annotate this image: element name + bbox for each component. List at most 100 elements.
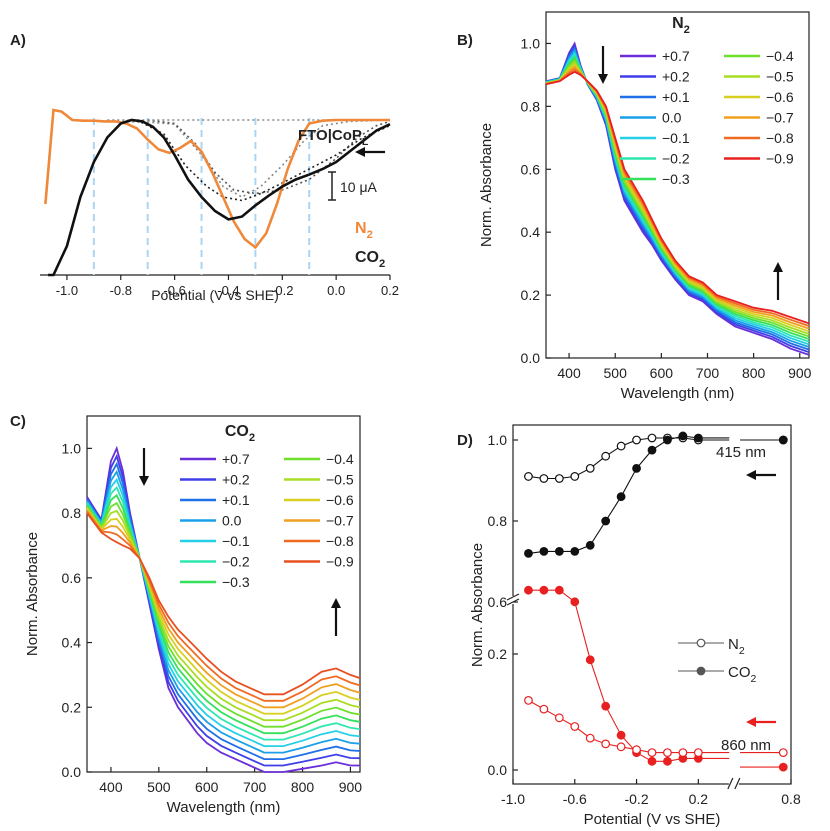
legend-label: 0.0: [662, 110, 682, 126]
panel-d-point: [570, 546, 580, 556]
x-tick-label: 800: [291, 779, 315, 795]
legend-label: +0.1: [222, 492, 250, 508]
y-tick-label: 0.6: [62, 570, 82, 586]
panel-a-tick-label: -1.0: [56, 283, 78, 298]
x-tick-label: 500: [604, 365, 628, 381]
panel-d-line-1: [528, 435, 699, 554]
panel-d-point: [539, 704, 549, 714]
panel-d-annotation-415: 415 nm: [716, 444, 766, 461]
y-tick-label: 0.8: [62, 505, 82, 521]
panel-d-frame: [512, 424, 792, 785]
y-axis-label: Norm. Absorbance: [478, 123, 495, 247]
panel-d-point: [524, 549, 533, 558]
x-tick-label: 600: [195, 779, 219, 795]
panel-a-x-label: Potential (V vs SHE): [151, 287, 279, 303]
panel-d-point: [524, 472, 533, 481]
arrow-up-head: [773, 262, 783, 272]
panel-a-fto-label: FTO|CoPL: [298, 127, 369, 148]
spectrum-−0.8: [86, 511, 361, 702]
panel-d-point: [585, 540, 595, 550]
panel-d-point: [524, 585, 533, 595]
legend-label: −0.3: [662, 171, 690, 187]
panel-d-point: [539, 546, 549, 556]
arrow-down-head: [139, 476, 149, 486]
legend-label: −0.7: [326, 513, 354, 529]
panel-d-annotation-860: 860 nm: [721, 737, 771, 754]
legend-label: +0.7: [222, 451, 250, 467]
y-tick-label: 1.0: [521, 35, 541, 51]
panel-d-y-tick-label: 0.2: [488, 646, 508, 662]
panel-d-point: [570, 472, 580, 481]
spectrum-+0.7: [86, 445, 360, 773]
panel-d-line-2: [528, 589, 699, 762]
panel-d-line-0: [528, 437, 699, 480]
panel-d-point: [632, 463, 641, 473]
panel-d-point: [647, 748, 657, 757]
x-break-gap: [728, 778, 739, 790]
spectrum-−0.5: [86, 507, 361, 722]
panel-a-tick-label: -0.4: [217, 283, 239, 298]
x-break-mark: [734, 777, 741, 790]
y-tick-label: 0.6: [521, 161, 541, 177]
panel-label-c: C): [10, 413, 26, 430]
panel-a-tick-label: 0.2: [381, 283, 399, 298]
panel-d-point: [554, 713, 564, 723]
panel-d-point: [616, 441, 626, 451]
panel-d-y-tick-label: 0.0: [488, 762, 508, 778]
panel-d-line-3: [528, 699, 699, 754]
panel-d-point: [585, 463, 595, 473]
panel-label-d: D): [457, 432, 473, 449]
legend-n2-label: N2: [728, 636, 745, 657]
panel-d-point: [539, 474, 549, 483]
x-tick-label: 600: [650, 365, 674, 381]
panel-title: CO2: [225, 423, 255, 444]
legend-label: −0.1: [662, 130, 690, 146]
panel-frame: [545, 11, 810, 359]
panel-d-point: [778, 435, 788, 445]
panel-d-point: [554, 546, 564, 556]
y-tick-label: 0.2: [521, 287, 541, 303]
panel-d-point: [647, 756, 657, 766]
panel-a-dotted-cv: [107, 119, 391, 198]
panel-d-x-tick-label: 0.2: [689, 791, 709, 807]
y-tick-label: 0.4: [521, 224, 541, 240]
panel-d-point: [601, 739, 611, 749]
legend-label: −0.9: [766, 151, 794, 167]
y-tick-label: 0.4: [62, 635, 82, 651]
panel-a-co2-label: CO2: [355, 249, 385, 270]
panel-d-point: [778, 762, 788, 772]
spectrum-−0.8: [545, 68, 810, 327]
legend-co2-marker: [696, 666, 706, 676]
panel-d-point: [647, 445, 657, 455]
x-tick-label: 700: [696, 365, 720, 381]
panel-d-point: [570, 597, 580, 607]
legend-label: −0.5: [326, 472, 354, 488]
x-axis-label: Wavelength (nm): [167, 799, 281, 816]
legend-label: 0.0: [222, 513, 242, 529]
panel-a-tick-label: -0.2: [271, 283, 293, 298]
x-axis-label: Wavelength (nm): [621, 385, 735, 402]
panel-d-arrow-860-head: [746, 717, 756, 727]
legend-label: −0.3: [222, 574, 250, 590]
panel-d-point: [554, 585, 564, 595]
legend-label: −0.6: [326, 492, 354, 508]
panel-a-scale-label: 10 μA: [340, 179, 378, 195]
legend-label: −0.2: [662, 151, 690, 167]
legend-label: −0.9: [326, 554, 354, 570]
panel-d-y-label: Norm. Absorbance: [469, 543, 486, 667]
spectrum-−0.7: [545, 65, 810, 330]
legend-label: −0.4: [766, 48, 794, 64]
arrow-up-head: [331, 598, 341, 608]
arrow-down-head: [598, 74, 608, 84]
spectrum-−0.1: [86, 477, 361, 747]
panel-d-point: [632, 745, 641, 755]
y-tick-label: 0.2: [62, 699, 82, 715]
panel-d-x-tick-label: -1.0: [501, 791, 525, 807]
panel-d-point: [693, 433, 703, 443]
spectrum-−0.9: [545, 70, 810, 325]
panel-d-x-label: Potential (V vs SHE): [584, 811, 721, 828]
panel-d-y-tick-label: 0.8: [488, 513, 508, 529]
legend-label: −0.2: [222, 554, 250, 570]
x-tick-label: 900: [339, 779, 363, 795]
